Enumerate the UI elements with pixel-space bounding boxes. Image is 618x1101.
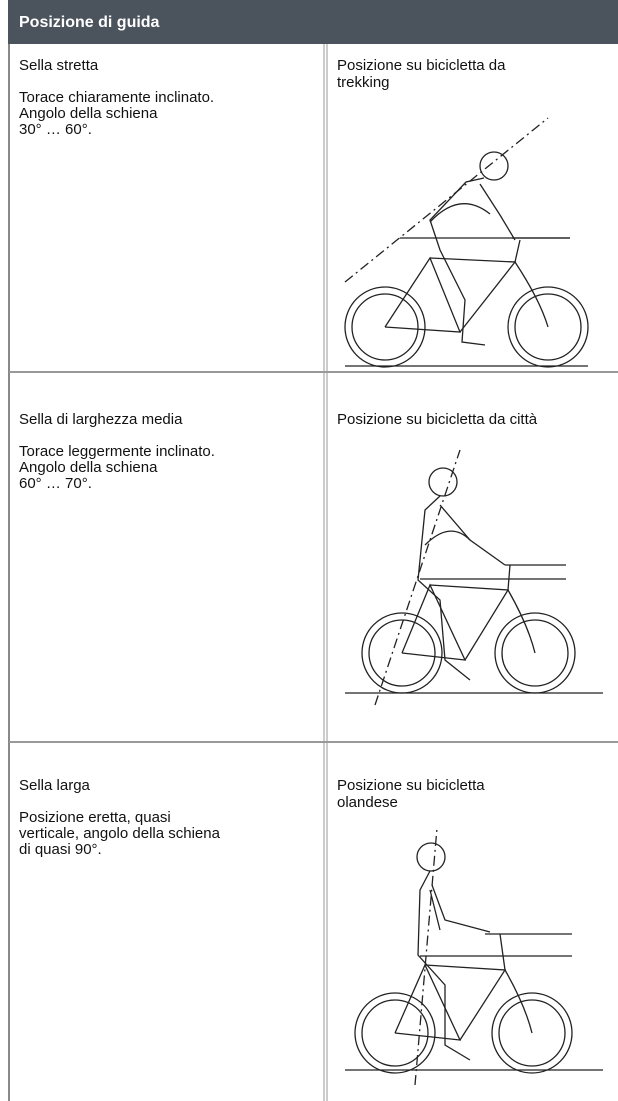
position-caption: Posizione su bicicletta da città — [337, 411, 538, 428]
wheel — [501, 619, 569, 687]
description-line: 30° … 60°. — [19, 121, 92, 138]
wheel — [514, 293, 582, 361]
angle-arc — [429, 889, 441, 931]
wheel — [491, 992, 573, 1074]
position-caption: olandese — [337, 794, 398, 811]
fork — [514, 239, 549, 328]
description-line: Torace chiaramente inclinato. — [19, 89, 215, 106]
position-caption: trekking — [337, 74, 390, 91]
head — [416, 842, 446, 872]
back-angle-line — [344, 117, 549, 283]
saddle-type: Sella stretta — [19, 57, 99, 74]
rider-arm — [439, 504, 506, 566]
position-caption: Posizione su bicicletta da — [337, 57, 506, 74]
wheel — [494, 612, 576, 694]
description-line: Angolo della schiena — [19, 105, 158, 122]
wheel — [361, 612, 443, 694]
position-caption: Posizione su bicicletta — [337, 777, 485, 794]
frame — [429, 257, 517, 333]
description-line: Angolo della schiena — [19, 459, 158, 476]
wheel — [368, 619, 436, 687]
description-line: verticale, angolo della schiena — [19, 825, 220, 842]
saddle-type: Sella di larghezza media — [19, 411, 183, 428]
saddle-type: Sella larga — [19, 777, 90, 794]
head — [479, 151, 509, 181]
description-line: di quasi 90°. — [19, 841, 102, 858]
frame — [394, 963, 462, 1041]
back-angle-line — [374, 449, 461, 706]
rider — [417, 870, 471, 1061]
description-line: Torace leggermente inclinato. — [19, 443, 215, 460]
frame — [401, 583, 467, 661]
illustration-city — [345, 449, 603, 706]
frame — [384, 256, 461, 333]
wheel — [361, 999, 429, 1067]
head — [428, 467, 458, 497]
description-line: 60° … 70°. — [19, 475, 92, 492]
angle-arc — [424, 530, 471, 546]
fork — [507, 564, 536, 654]
angle-arc — [429, 203, 491, 223]
wheel — [507, 286, 589, 368]
illustration-dutch — [345, 827, 603, 1086]
rider — [417, 495, 471, 681]
wheel — [351, 293, 419, 361]
illustration-trekking — [344, 117, 589, 368]
header-title: Posizione di guida — [8, 0, 618, 44]
rider-arm — [431, 884, 491, 933]
rider — [429, 177, 486, 346]
wheel — [354, 992, 436, 1074]
wheel — [344, 286, 426, 368]
wheel — [498, 999, 566, 1067]
rider-arm — [479, 183, 516, 241]
fork — [499, 933, 533, 1034]
description-line: Posizione eretta, quasi — [19, 809, 171, 826]
